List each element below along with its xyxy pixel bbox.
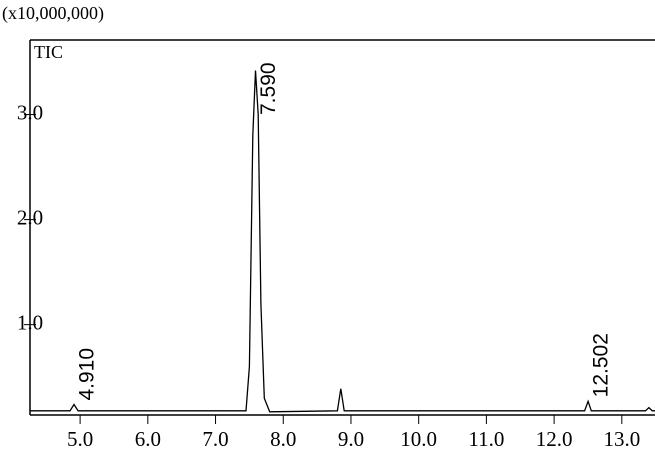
series-label: TIC xyxy=(34,42,63,62)
x-tick-label: 8.0 xyxy=(270,427,296,451)
x-tick-label: 12.0 xyxy=(536,427,573,451)
y-tick-label: 2.0 xyxy=(17,205,43,229)
peak-label: 12.502 xyxy=(590,333,613,397)
x-tick-label: 7.0 xyxy=(202,427,228,451)
y-multiplier: (x10,000,000) xyxy=(2,3,104,24)
trace xyxy=(30,70,655,413)
peak-label: 4.910 xyxy=(76,348,99,401)
y-tick-label: 3.0 xyxy=(17,100,43,124)
x-tick-label: 13.0 xyxy=(603,427,640,451)
x-tick-label: 9.0 xyxy=(338,427,364,451)
x-tick-label: 6.0 xyxy=(135,427,161,451)
x-tick-label: 5.0 xyxy=(67,427,93,451)
x-tick-label: 10.0 xyxy=(400,427,437,451)
y-tick-label: 1.0 xyxy=(17,310,43,334)
peak-label: 7.590 xyxy=(257,62,280,115)
x-tick-label: 11.0 xyxy=(468,427,504,451)
